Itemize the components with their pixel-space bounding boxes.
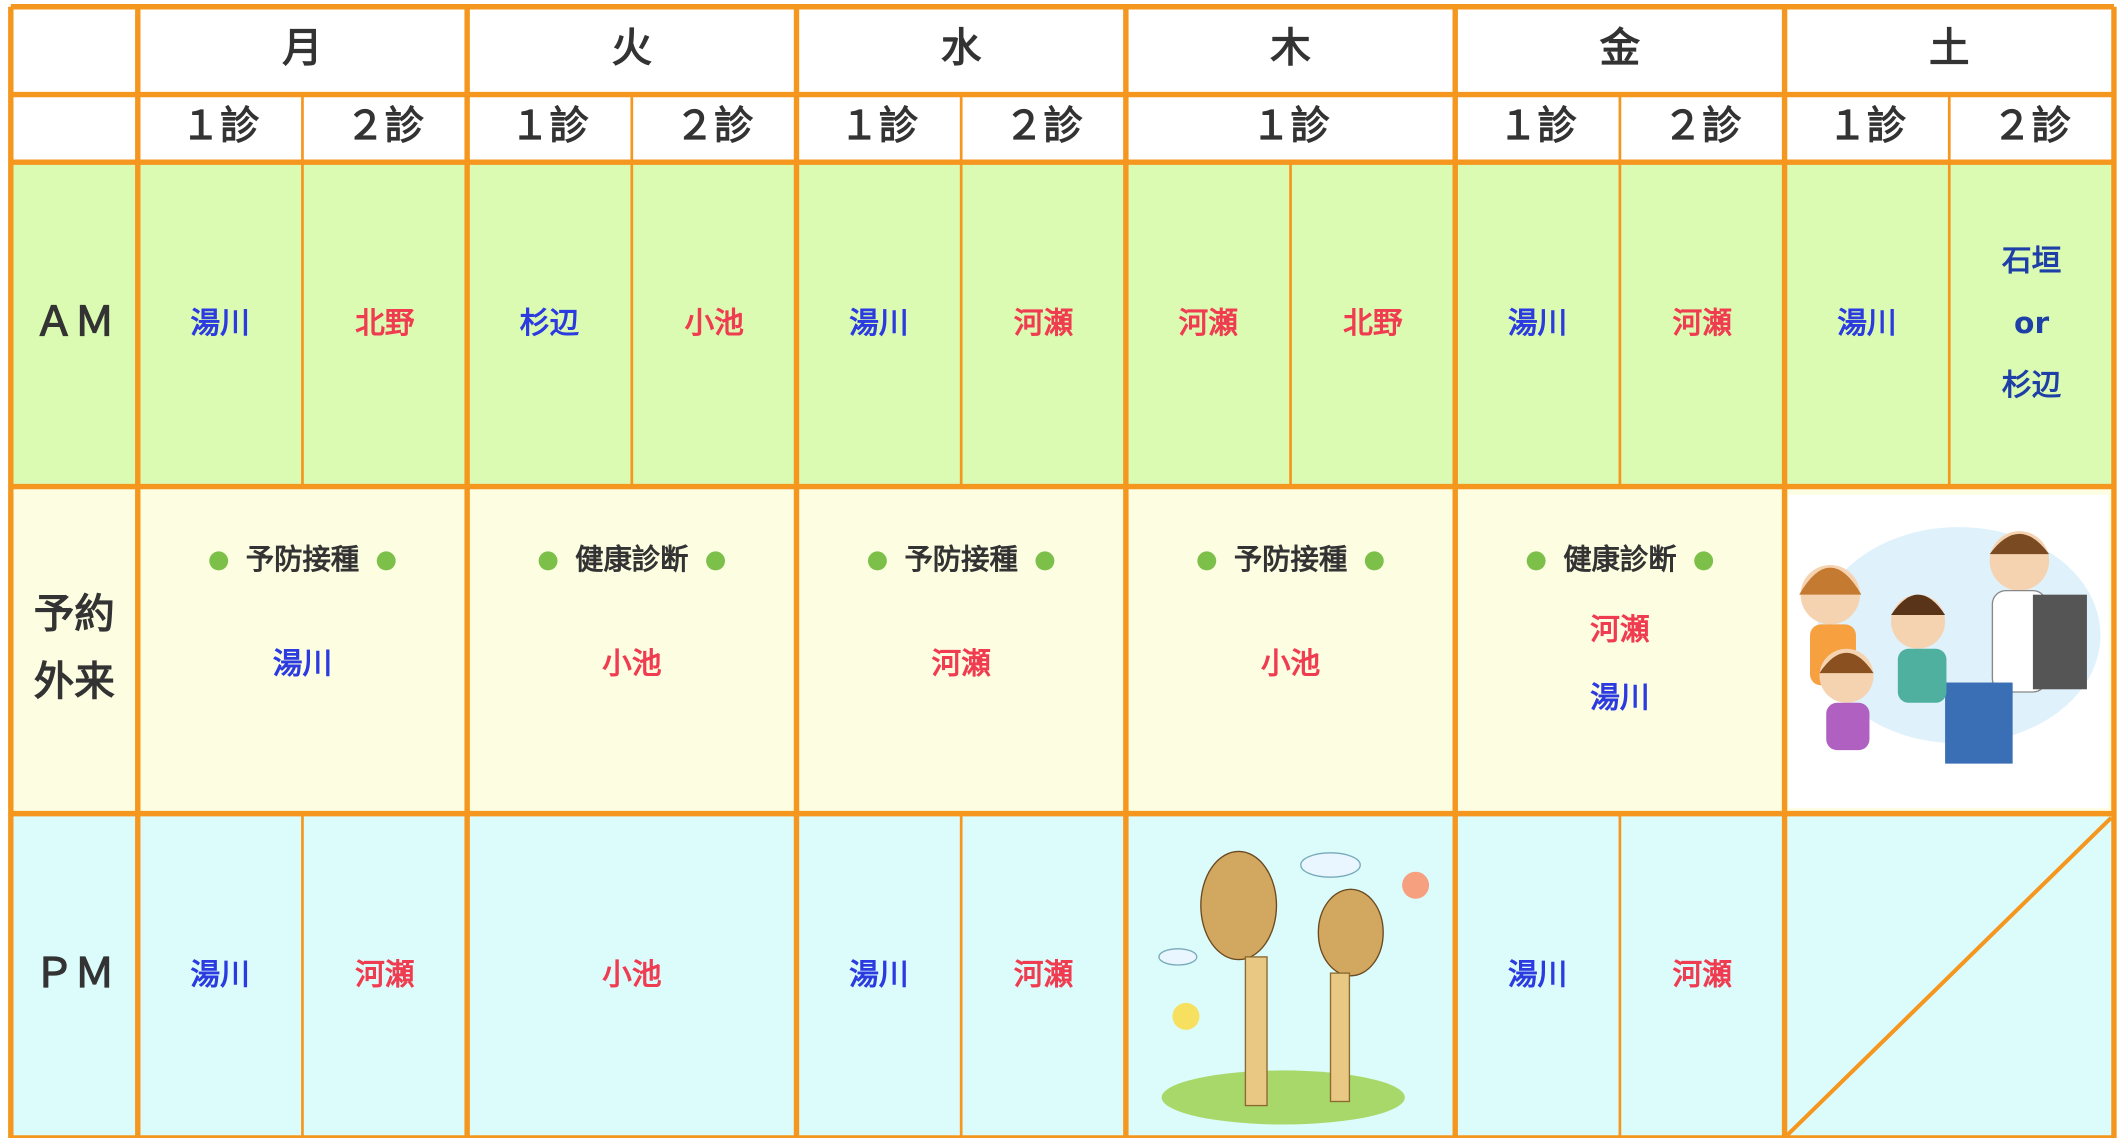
- name: 杉辺: [520, 306, 580, 341]
- header-bg: [10, 6, 2114, 163]
- name: 小池: [602, 646, 662, 681]
- row-bg: [10, 162, 2114, 487]
- note-dot: [1526, 551, 1546, 571]
- name: 河瀬: [931, 646, 991, 681]
- session-header: ２診: [1663, 104, 1742, 149]
- note-dot: [867, 551, 887, 571]
- note: 予防接種: [904, 543, 1017, 576]
- day-header: 金: [1599, 24, 1641, 72]
- note-dot: [1694, 551, 1714, 571]
- day-header: 火: [612, 24, 653, 72]
- name: 湯川: [273, 646, 332, 681]
- name: 河瀬: [1014, 306, 1074, 341]
- row-bg: [10, 813, 2114, 1138]
- note-dot: [209, 551, 229, 571]
- name: 湯川: [190, 306, 249, 341]
- note-dot: [1035, 551, 1055, 571]
- note-dot: [706, 551, 726, 571]
- row-label: ＰＭ: [34, 949, 115, 997]
- session-header: １診: [1828, 104, 1907, 149]
- name: 河瀬: [1178, 306, 1238, 341]
- session-header: １診: [840, 104, 919, 149]
- name: 河瀬: [1673, 957, 1733, 992]
- name: 石垣: [2001, 244, 2062, 279]
- note: 健康診断: [1563, 543, 1677, 576]
- name: 河瀬: [1014, 957, 1074, 992]
- session-header: ２診: [1004, 104, 1083, 149]
- session-header: １診: [510, 104, 589, 149]
- session-header: １診: [181, 104, 260, 149]
- row-label: ＡＭ: [34, 297, 115, 345]
- doctor-illustration: [1788, 494, 2109, 809]
- session-header: ２診: [346, 104, 425, 149]
- illustrations: [1158, 494, 2113, 1137]
- name: 北野: [1343, 306, 1403, 341]
- note: 予防接種: [1234, 543, 1347, 576]
- mushroom-illustration: [1158, 850, 1430, 1125]
- note-dot: [1364, 551, 1384, 571]
- note-dot: [1197, 551, 1217, 571]
- name: 小池: [1261, 646, 1321, 681]
- day-header: 土: [1929, 24, 1970, 72]
- row-label: 外来: [34, 657, 115, 705]
- name: 北野: [355, 306, 415, 341]
- day-header: 月: [282, 24, 323, 72]
- name: 湯川: [849, 957, 908, 992]
- name: or: [2014, 306, 2049, 341]
- name: 湯川: [1508, 306, 1567, 341]
- name: 河瀬: [1673, 306, 1733, 341]
- row-label: 予約: [34, 589, 115, 637]
- name: 河瀬: [355, 957, 415, 992]
- session-header: １診: [1498, 104, 1577, 149]
- name: 湯川: [1590, 680, 1649, 715]
- session-header: １診: [1251, 104, 1330, 149]
- note-dot: [376, 551, 396, 571]
- name: 湯川: [190, 957, 249, 992]
- name: 河瀬: [1590, 613, 1650, 648]
- diagonal: [1785, 816, 2113, 1137]
- day-header: 水: [941, 24, 982, 72]
- note: 健康診断: [575, 543, 689, 576]
- name: 小池: [684, 306, 744, 341]
- name: 湯川: [849, 306, 908, 341]
- note: 予防接種: [246, 543, 359, 576]
- note-dot: [538, 551, 558, 571]
- row-bg: [10, 486, 2114, 814]
- name: 湯川: [1508, 957, 1567, 992]
- name: 小池: [602, 957, 662, 992]
- name: 杉辺: [2002, 368, 2062, 403]
- session-header: ２診: [675, 104, 754, 149]
- session-header: ２診: [1992, 104, 2071, 149]
- name: 湯川: [1837, 306, 1896, 341]
- day-header: 木: [1270, 24, 1311, 72]
